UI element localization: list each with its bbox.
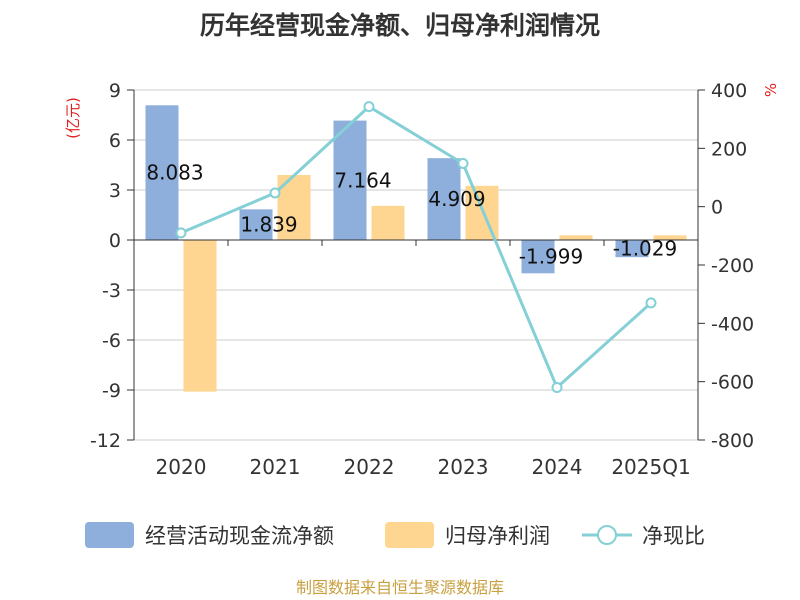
ratio-point <box>363 101 375 113</box>
right-axis-tick-label: 0 <box>711 197 723 219</box>
left-axis-tick-label: -12 <box>90 430 121 452</box>
source-note: 制图数据来自恒生聚源数据库 <box>296 578 504 597</box>
chart-title: 历年经营现金净额、归母净利润情况 <box>200 11 600 40</box>
net-profit-bar <box>559 235 593 240</box>
cash-flow-bar <box>615 240 649 258</box>
left-axis-tick-label: 0 <box>109 230 121 252</box>
right-axis-tick-label: -200 <box>711 255 754 277</box>
cash-flow-data-label: 7.164 <box>334 168 391 192</box>
right-axis-tick-label: -800 <box>711 430 754 452</box>
legend-ratio-label: 净现比 <box>642 524 705 548</box>
cash-flow-bar <box>239 209 273 240</box>
ratio-point <box>645 297 657 309</box>
x-axis-tick-label: 2025Q1 <box>611 455 690 479</box>
grid-lines <box>134 89 698 441</box>
cash-flow-data-label: -1.999 <box>519 245 583 269</box>
legend-net-profit-label: 归母净利润 <box>445 524 550 548</box>
cash-flow-data-label: 8.083 <box>146 161 203 185</box>
left-axis-tick-label: 3 <box>109 180 121 202</box>
left-axis-tick-label: -3 <box>102 280 121 302</box>
ratio-line-layer <box>175 101 657 393</box>
cash-flow-bar <box>521 240 555 274</box>
cash-flow-data-label: 4.909 <box>428 187 485 211</box>
ratio-line <box>180 105 653 389</box>
left-axis-tick-label: -9 <box>102 380 121 402</box>
ratio-point <box>551 382 563 393</box>
bars <box>145 105 687 392</box>
cash-flow-bar <box>145 105 179 241</box>
x-axis-tick-label: 2021 <box>250 455 301 479</box>
left-axis-tick-label: 6 <box>109 130 121 152</box>
cash-flow-bar <box>427 158 461 240</box>
left-axis-tick-label: -6 <box>102 330 121 352</box>
right-axis-tick-label: 400 <box>711 80 747 102</box>
cash-flow-bar <box>333 120 367 240</box>
net-profit-bar <box>371 205 405 240</box>
legend-net-profit-swatch <box>385 522 434 548</box>
left-axis-unit: (亿元) <box>64 97 82 139</box>
right-axis-unit: % <box>762 83 780 97</box>
net-profit-bar <box>183 240 217 392</box>
right-axis-tick-label: 200 <box>711 138 747 160</box>
ratio-point <box>457 158 469 169</box>
legend-cash-flow-swatch <box>85 522 134 548</box>
x-axis-tick-label: 2020 <box>156 455 207 479</box>
right-axis-tick-label: -600 <box>711 372 754 394</box>
data-labels: 8.083 1.839 7.164 4.909 -1.999 -1.029 <box>146 161 677 269</box>
net-profit-bar <box>465 185 499 240</box>
left-axis-tick-label: 9 <box>109 80 121 102</box>
legend: 经营活动现金流净额 归母净利润 净现比 <box>85 522 705 548</box>
x-axis-tick-label: 2022 <box>344 455 395 479</box>
x-axis-tick-label: 2024 <box>532 455 583 479</box>
legend-ratio-marker <box>597 525 617 545</box>
ratio-point <box>175 227 187 239</box>
x-axis-tick-label: 2023 <box>438 455 489 479</box>
cash-flow-data-label: -1.029 <box>613 237 677 261</box>
axes: 9 6 3 0 -3 -6 -9 -12 400 200 0 -200 -400 -600 -800 (亿元)… <box>64 80 780 479</box>
right-axis-tick-label: -400 <box>711 313 754 335</box>
cash-flow-data-label: 1.839 <box>240 213 297 237</box>
net-profit-bar <box>653 235 687 240</box>
legend-cash-flow-label: 经营活动现金流净额 <box>145 524 334 548</box>
ratio-point <box>269 187 281 199</box>
